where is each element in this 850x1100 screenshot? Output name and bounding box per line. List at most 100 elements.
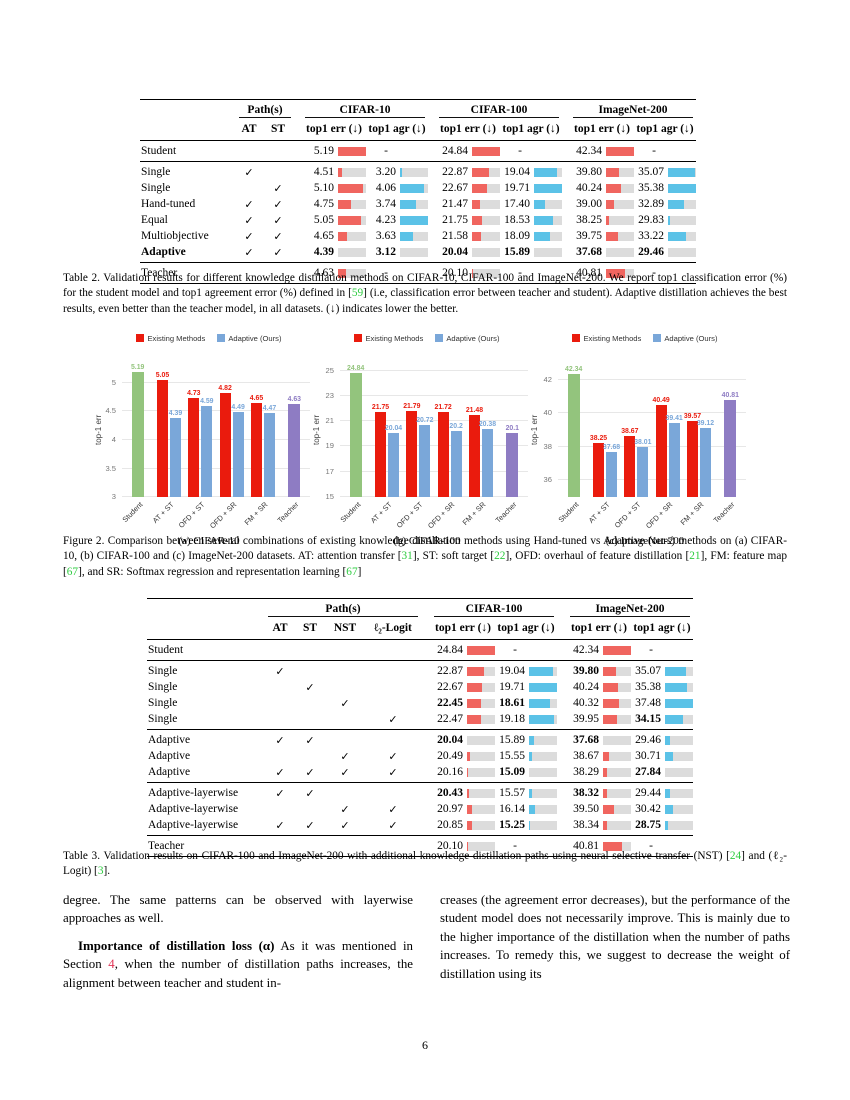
body-paragraph: degree. The same patterns can be observe… — [63, 891, 413, 928]
x-tick-label: Student — [119, 500, 145, 525]
metric-bar — [534, 167, 562, 177]
x-tick-label: AT + ST — [586, 500, 612, 525]
metric-bar-fill — [529, 666, 553, 676]
metric-bar — [603, 682, 631, 692]
table-row: Single ✓ 22.87 19.04 39.80 35.07 — [147, 663, 693, 679]
metric-bar — [529, 666, 557, 676]
metric-bar — [606, 167, 634, 177]
checkmark-cell: ✓ — [262, 198, 294, 211]
checkmark-cell: ✓ — [262, 214, 294, 227]
bar-group: 40.49 39.41 — [652, 363, 683, 497]
checkmark-icon: ✓ — [244, 230, 254, 243]
metric-bar — [338, 199, 366, 209]
checkmark-cell: ✓ — [265, 766, 295, 779]
metric-bar-fill — [665, 804, 673, 814]
metric-value: 18.09 — [504, 230, 530, 242]
metric-value: 38.67 — [573, 750, 599, 762]
metric-bar-fill — [338, 231, 348, 241]
table-rule — [147, 639, 693, 640]
row-label: Single — [141, 182, 171, 194]
metric-bar-fill — [338, 268, 347, 278]
metric-cell: 15.09 — [495, 766, 557, 778]
bar-group: 4.82 4.49 — [216, 363, 247, 497]
bar-value-label: 38.01 — [634, 438, 652, 446]
figure-2-caption-segment: ] — [357, 565, 362, 578]
figure-2-caption-segment: ], OFD: overhaul of feature distillation… — [505, 550, 690, 563]
metric-value: 35.07 — [638, 166, 664, 178]
metric-bar-fill — [467, 645, 495, 655]
row-label: Adaptive — [141, 246, 186, 258]
metric-bar — [665, 788, 693, 798]
y-tick-label: 3.5 — [105, 463, 116, 473]
metric-cell: 20.04 — [431, 734, 495, 746]
metric-cell: 29.46 — [634, 246, 696, 258]
y-tick-label: 17 — [325, 466, 334, 476]
path-column-header: AT — [241, 123, 257, 135]
metric-bar-fill — [529, 788, 532, 798]
metric-value: - — [518, 145, 522, 157]
red-bar: 38.25 — [590, 435, 607, 497]
x-tick-label: Teacher — [711, 500, 737, 525]
metric-cell: 30.42 — [631, 803, 693, 815]
checkmark-icon: ✓ — [388, 750, 398, 763]
metric-cell: 29.44 — [631, 787, 693, 799]
metric-bar — [668, 183, 696, 193]
bar-value-label: 21.48 — [465, 407, 484, 415]
metric-value: 39.75 — [576, 230, 602, 242]
metric-bar-fill — [603, 820, 607, 830]
metric-bar — [338, 268, 366, 278]
metric-value: 3.20 — [375, 166, 396, 178]
metric-value: 4.65 — [313, 230, 334, 242]
table-rule — [140, 140, 696, 141]
bar-value-label: 38.25 — [589, 434, 608, 442]
bar-group: 4.63 — [279, 363, 310, 497]
checkmark-icon: ✓ — [244, 246, 254, 259]
metric-value: 15.25 — [499, 819, 525, 831]
metric-value: 40.24 — [573, 681, 599, 693]
metric-bar-fill — [467, 698, 482, 708]
bar-value-label: 38.67 — [621, 427, 639, 435]
table-2-caption-segment: 59 — [351, 287, 364, 300]
metric-value: 35.38 — [635, 681, 661, 693]
metric-bar-fill — [603, 841, 622, 851]
table-row: Single ✓ 5.10 4.06 22.67 19.71 40.24 35.38 — [140, 180, 696, 196]
metric-bar-fill — [338, 146, 366, 156]
metric-bar-fill — [529, 804, 536, 814]
table-rule — [147, 660, 693, 661]
metric-cell: 20.49 — [431, 750, 495, 762]
checkmark-cell: ✓ — [325, 750, 365, 763]
metric-value: 40.32 — [573, 697, 599, 709]
body-text-right-column: creases (the agreement error decreases),… — [440, 891, 790, 983]
chart-plot-area: top-1 err 3 3.5 4 4.5 5 5.19 5.05 4.39 4.73 4.59 4.… — [94, 349, 318, 501]
metric-column-header: top1 err (↓) — [571, 622, 627, 634]
grid-line — [122, 381, 310, 383]
row-label: Student — [148, 644, 184, 656]
checkmark-icon: ✓ — [388, 803, 398, 816]
legend-label: Adaptive (Ours) — [664, 333, 718, 343]
metric-cell: 4.23 — [366, 214, 428, 226]
x-tick-label: FM + SR — [678, 500, 706, 527]
checkmark-icon: ✓ — [340, 803, 350, 816]
metric-value: 37.48 — [635, 697, 661, 709]
metric-value: 5.19 — [313, 145, 334, 157]
checkmark-cell: ✓ — [325, 697, 365, 710]
metric-cell: 19.71 — [495, 681, 557, 693]
metric-cell: 38.67 — [567, 750, 631, 762]
metric-cell: 21.47 — [436, 198, 500, 210]
metric-cell: 24.84 — [436, 145, 500, 157]
metric-cell: 3.12 — [366, 246, 428, 258]
metric-bar — [606, 247, 634, 257]
x-tick: FM + SR — [460, 497, 496, 533]
row-label: Adaptive — [148, 766, 191, 778]
metric-value: - — [518, 267, 522, 279]
metric-value: 39.95 — [573, 713, 599, 725]
metric-bar-fill — [472, 199, 481, 209]
metric-bar-fill — [606, 146, 634, 156]
metric-bar-fill — [665, 788, 670, 798]
metric-cell: 40.81 — [570, 267, 634, 279]
metric-bar-fill — [534, 167, 558, 177]
metric-bar — [467, 751, 495, 761]
grid-line — [340, 420, 528, 422]
body-paragraph: creases (the agreement error decreases),… — [440, 891, 790, 983]
